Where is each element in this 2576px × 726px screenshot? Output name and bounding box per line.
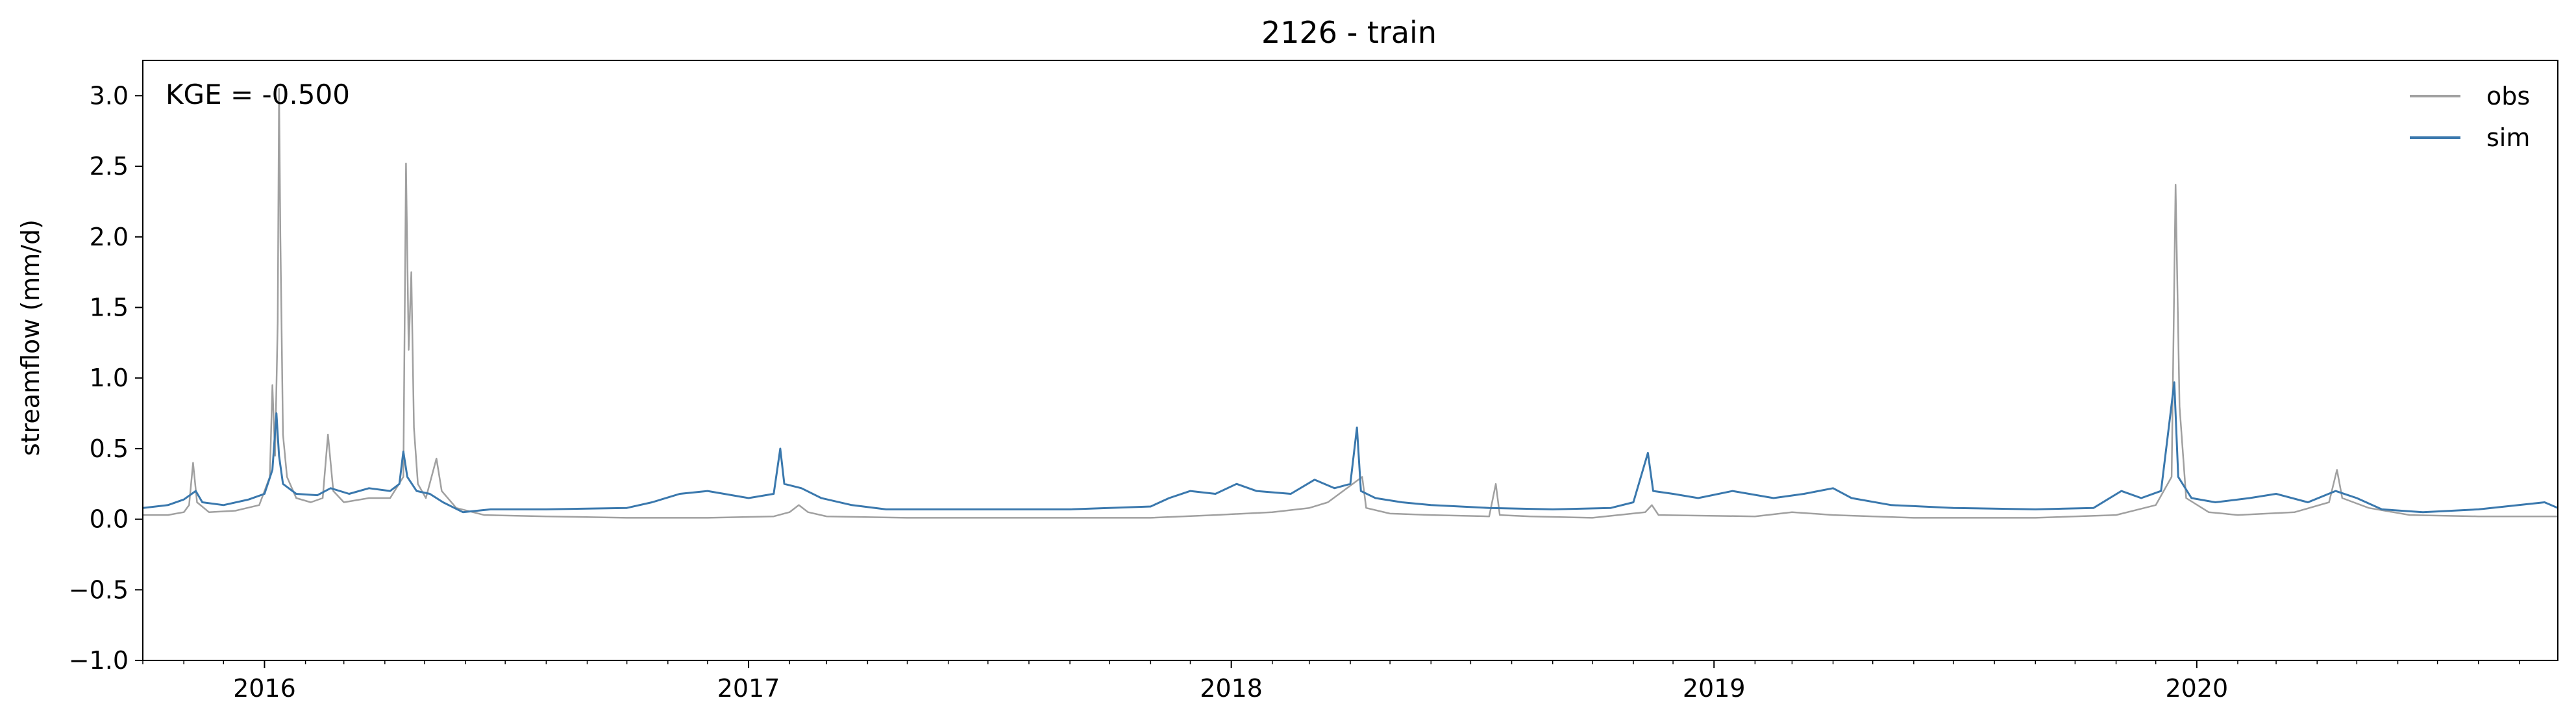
y-tick-label: 1.5 [90, 293, 129, 321]
y-tick-label: 1.0 [90, 364, 129, 392]
legend: obs sim [2410, 82, 2530, 152]
legend-label-obs: obs [2486, 82, 2530, 110]
plot-area: −1.0 −0.5 0.0 0.5 1.0 1.5 2.0 2.5 3.0 2016 2017 201… [69, 60, 2558, 703]
y-tick-label: 3.0 [90, 81, 129, 110]
y-tick-label: 0.0 [90, 505, 129, 534]
chart-title: 2126 - train [1261, 15, 1437, 50]
x-tick-label: 2017 [717, 674, 780, 703]
x-tick-label: 2018 [1200, 674, 1263, 703]
y-tick-label: −0.5 [69, 575, 129, 604]
plot-frame [142, 60, 2558, 661]
y-tick-label: −1.0 [69, 646, 129, 675]
y-axis-title: streamflow (mm/d) [16, 219, 45, 456]
series-line-obs [143, 88, 2558, 519]
x-tick-label: 2019 [1683, 674, 1746, 703]
x-tick-label: 2020 [2165, 674, 2228, 703]
x-tick-label: 2016 [233, 674, 296, 703]
y-tick-label: 2.5 [90, 152, 129, 181]
y-tick-label: 2.0 [90, 223, 129, 251]
kge-annotation: KGE = -0.500 [166, 79, 350, 110]
y-tick-label: 0.5 [90, 434, 129, 463]
series-line-sim [143, 381, 2558, 514]
legend-label-sim: sim [2486, 123, 2530, 152]
